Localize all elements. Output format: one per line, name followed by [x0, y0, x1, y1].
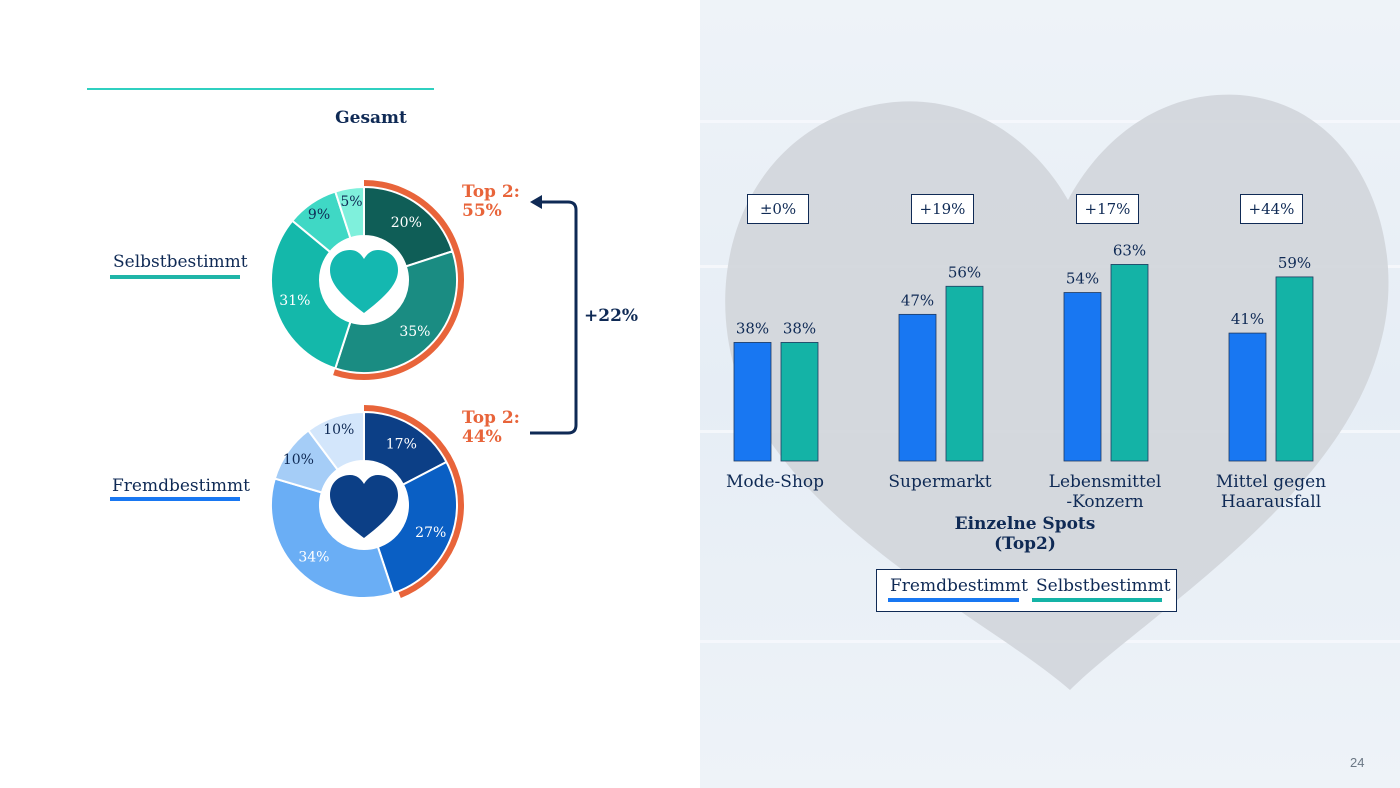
donut-slice — [376, 460, 458, 595]
donut-chart-fremdbestimmt: 17% 27% 34% 10% 10% — [270, 405, 464, 599]
donut-slice-label: 10% — [283, 452, 314, 468]
heart-icon — [330, 475, 398, 538]
top2-label: Top 2: — [462, 408, 520, 428]
donut-slice-label: 27% — [415, 525, 446, 541]
donut-label-selbstbestimmt: Selbstbestimmt — [113, 252, 248, 272]
top2-label: Top 2: — [462, 182, 520, 202]
donut-slice-label: 5% — [340, 194, 362, 210]
bar-fremdbestimmt — [1228, 332, 1267, 462]
bar-value-label: 38% — [736, 319, 769, 337]
bracket-line — [530, 200, 578, 435]
donut-slice — [270, 477, 395, 599]
bar-fremdbestimmt — [898, 313, 937, 462]
donut-label-fremdbestimmt: Fremdbestimmt — [112, 476, 250, 496]
bar-value-label: 59% — [1278, 254, 1311, 272]
donut-slice-label: 34% — [298, 550, 329, 566]
donut-slice-label: 20% — [391, 215, 422, 231]
delta-box-haarausfall: +44% — [1240, 194, 1303, 224]
comparison-bracket-arrow — [530, 195, 578, 435]
legend-item-selbstbestimmt: Selbstbestimmt — [1036, 576, 1171, 596]
category-line: -Konzern — [1066, 492, 1144, 512]
bar-selbstbestimmt — [1275, 276, 1314, 462]
bar-value-label: 38% — [783, 319, 816, 337]
delta-box-supermarkt: +19% — [911, 194, 974, 224]
delta-box-mode-shop: ±0% — [747, 194, 809, 224]
category-label: Supermarkt — [865, 472, 1015, 492]
bar-fremdbestimmt — [733, 342, 772, 462]
bar-fremdbestimmt — [1063, 292, 1102, 462]
donut-slice — [334, 185, 365, 240]
chart-title: Einzelne Spots (Top2) — [925, 514, 1125, 554]
category-label: Mode-Shop — [700, 472, 850, 492]
top2-arc — [333, 180, 464, 380]
legend-swatch-fremdbestimmt — [888, 598, 1019, 602]
wall-line — [700, 120, 1400, 123]
bar-value-label: 41% — [1231, 310, 1264, 328]
category-line: Mittel gegen — [1215, 472, 1327, 492]
category-line: Lebensmittel — [1048, 472, 1162, 492]
difference-value: +22% — [584, 306, 639, 326]
top2-value: 44% — [462, 427, 502, 447]
bar-chart: 38% 38% 47% 56% 54% 63% 41% 59% — [733, 241, 1314, 462]
donut-label-underline — [110, 497, 240, 501]
arrow-head-icon — [530, 195, 542, 209]
bar-selbstbestimmt — [1110, 264, 1149, 462]
top2-value: 55% — [462, 201, 502, 221]
chart-title-line: Einzelne Spots — [954, 514, 1096, 534]
top2-annotation-fremd: Top 2: 44% — [462, 409, 520, 447]
top-divider — [87, 88, 434, 90]
page-number: 24 — [1350, 755, 1365, 770]
top2-arc — [363, 405, 464, 598]
donut-slice-label: 31% — [279, 293, 310, 309]
left-title: Gesamt — [335, 108, 407, 128]
donut-slice-label: 9% — [308, 207, 330, 223]
category-label: Lebensmittel -Konzern — [1030, 472, 1180, 512]
donut-slice-label: 17% — [386, 436, 417, 452]
donut-chart-selbstbestimmt: 20% 35% 31% 9% 5% — [270, 180, 464, 380]
bar-selbstbestimmt — [945, 285, 984, 462]
donut-slice-label: 35% — [399, 324, 430, 340]
donut-slice — [306, 410, 365, 472]
delta-box-lebensmittel: +17% — [1076, 194, 1139, 224]
legend-swatch-selbstbestimmt — [1032, 598, 1162, 602]
category-line: Supermarkt — [888, 472, 992, 492]
bar-value-label: 47% — [901, 291, 934, 309]
category-line: Mode-Shop — [725, 472, 825, 492]
top2-annotation-selbst: Top 2: 55% — [462, 183, 520, 221]
legend-item-fremdbestimmt: Fremdbestimmt — [890, 576, 1028, 596]
category-label: Mittel gegen Haarausfall — [1196, 472, 1346, 512]
heart-icon — [330, 250, 398, 313]
donut-slice — [334, 250, 458, 374]
bar-value-label: 56% — [948, 263, 981, 281]
chart-legend: Fremdbestimmt Selbstbestimmt — [876, 569, 1177, 612]
bar-value-label: 63% — [1113, 241, 1146, 259]
category-line: Haarausfall — [1220, 492, 1322, 512]
chart-subtitle-line: (Top2) — [994, 534, 1056, 554]
bar-selbstbestimmt — [780, 342, 819, 462]
donut-label-underline — [110, 275, 240, 279]
heart-shape — [725, 94, 1389, 691]
donut-slice — [270, 219, 352, 370]
donut-slice-label: 10% — [323, 422, 354, 438]
bar-value-label: 54% — [1066, 270, 1099, 288]
